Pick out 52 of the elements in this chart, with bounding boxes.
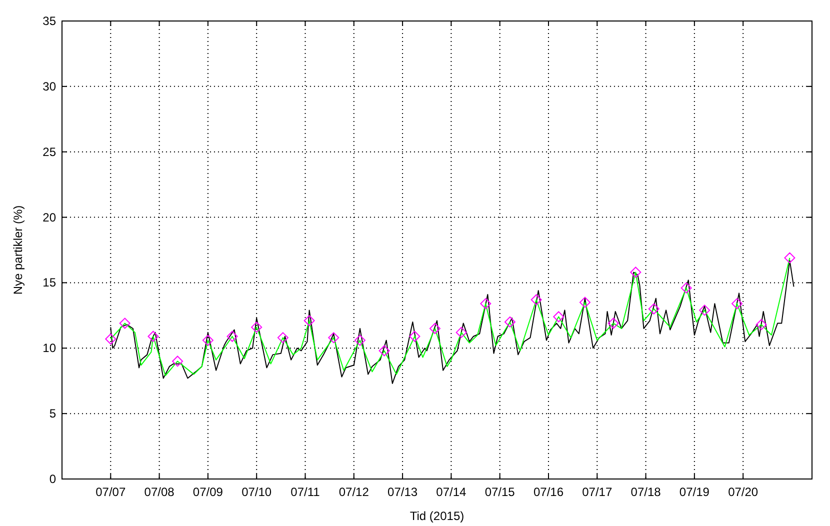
point — [148, 330, 159, 342]
y-axis-title: Nye partikler (%) — [11, 205, 25, 295]
point — [553, 311, 564, 322]
point — [756, 319, 767, 330]
x-tick-label: 07/11 — [290, 485, 320, 499]
point — [105, 333, 116, 344]
y-tick-label: 5 — [49, 406, 56, 421]
x-tick-label: 07/19 — [679, 485, 710, 499]
y-tick-label: 10 — [42, 341, 56, 356]
point — [251, 322, 262, 333]
y-tick-label: 30 — [42, 79, 56, 94]
y-tick-label: 15 — [42, 276, 56, 290]
y-tick-label: 35 — [42, 14, 56, 28]
point — [409, 330, 420, 342]
point — [378, 345, 390, 356]
point — [304, 315, 315, 326]
point — [202, 334, 214, 346]
x-tick-label: 07/07 — [96, 485, 126, 499]
point — [732, 298, 742, 310]
point — [354, 334, 366, 346]
point — [530, 294, 542, 306]
x-tick-label: 07/14 — [436, 485, 467, 499]
point — [429, 323, 440, 334]
x-tick-label: 07/17 — [582, 485, 612, 499]
point — [680, 282, 692, 294]
point — [328, 332, 340, 344]
x-tick-label: 07/12 — [338, 485, 370, 499]
point — [119, 318, 130, 329]
x-tick-label: 07/18 — [630, 485, 662, 499]
point — [226, 330, 238, 342]
point — [504, 316, 516, 328]
x-axis-title: Tid (2015) — [410, 509, 464, 523]
point — [456, 326, 467, 338]
x-tick-label: 07/10 — [242, 485, 272, 499]
point — [648, 303, 660, 314]
point — [630, 266, 642, 278]
y-tick-label: 0 — [49, 472, 56, 486]
point — [608, 318, 619, 329]
point — [172, 356, 184, 367]
y-tick-label: 20 — [42, 210, 56, 224]
x-tick-label: 07/09 — [192, 485, 224, 499]
point — [699, 304, 710, 316]
point — [579, 296, 590, 308]
x-tick-label: 07/13 — [388, 485, 418, 499]
x-tick-label: 07/15 — [484, 485, 516, 499]
point — [480, 298, 492, 310]
point — [277, 332, 288, 344]
point — [784, 252, 796, 264]
x-tick-label: 07/16 — [533, 485, 564, 499]
y-tick-label: 25 — [42, 144, 56, 159]
x-tick-label: 07/20 — [728, 485, 758, 499]
x-tick-label: 07/08 — [144, 485, 175, 499]
